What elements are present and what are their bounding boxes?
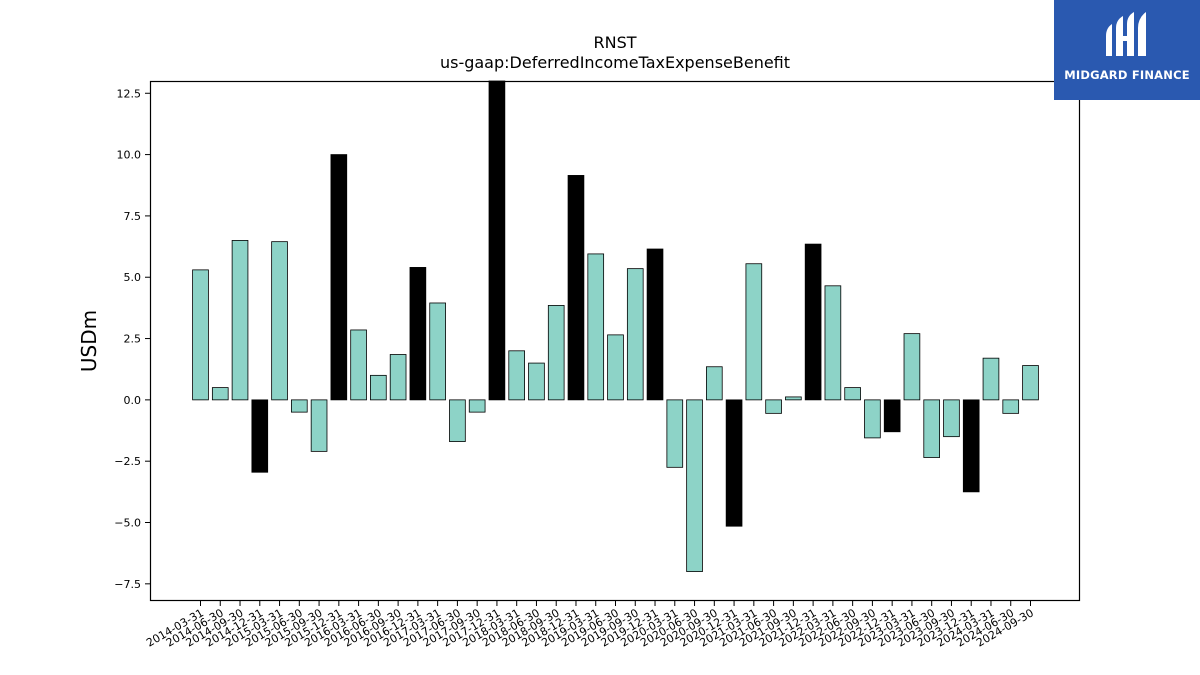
bar-2020-09-30	[706, 366, 723, 401]
bar-2017-09-30	[468, 399, 486, 413]
bar-2014-06-30	[211, 387, 229, 401]
bar-2024-09-30	[1022, 365, 1039, 401]
chart-title: RNST	[593, 33, 636, 52]
midgard-logo-icon	[1106, 12, 1146, 56]
y-tick-label: 7.5	[124, 210, 142, 223]
bar-2022-06-30	[844, 387, 861, 401]
bar-2024-03-31	[982, 357, 1000, 401]
bar-2015-09-30	[310, 399, 328, 452]
bar-2023-03-31	[903, 333, 921, 401]
y-tick-label: 2.5	[124, 333, 142, 346]
x-axis: 2014-03-312014-06-302014-09-302014-12-31…	[144, 601, 1036, 650]
y-tick-label: −7.5	[114, 578, 141, 591]
y-tick-label: 12.5	[117, 87, 142, 100]
bar-2022-03-31	[824, 285, 842, 401]
bar-2023-06-30	[923, 399, 940, 458]
bar-2015-12-31	[330, 154, 348, 401]
bar-2018-03-31	[508, 350, 526, 401]
bar-2023-09-30	[943, 399, 960, 438]
bar-2022-09-30	[864, 399, 881, 439]
y-tick-label: 0.0	[124, 394, 142, 407]
bar-2016-06-30	[370, 374, 387, 401]
bar-2018-12-31	[567, 175, 585, 401]
bar-2022-12-31	[883, 399, 901, 433]
bar-2016-03-31	[350, 329, 367, 401]
y-axis-label: USDm	[77, 310, 101, 372]
bar-2017-06-30	[449, 399, 466, 442]
bar-2016-12-31	[409, 267, 427, 401]
bar-2018-09-30	[547, 305, 565, 401]
bar-2020-03-31	[666, 399, 684, 468]
plot-frame	[149, 80, 1081, 602]
bar-2021-03-31	[745, 263, 763, 401]
bar-2017-03-31	[429, 302, 446, 401]
bar-2020-12-31	[725, 399, 743, 527]
bar-2023-12-31	[962, 399, 980, 493]
bar-2014-03-31	[192, 269, 209, 401]
bar-2019-06-30	[607, 334, 624, 401]
y-tick-label: 5.0	[124, 271, 142, 284]
y-tick-label: −2.5	[114, 455, 141, 468]
midgard-finance-logo: MIDGARD FINANCE	[1054, 0, 1200, 100]
bar-2020-06-30	[686, 399, 703, 572]
bar-2014-09-30	[231, 240, 249, 401]
chart-subtitle: us-gaap:DeferredIncomeTaxExpenseBenefit	[440, 53, 790, 72]
bar-2021-09-30	[785, 396, 802, 401]
bar-2024-06-30	[1002, 399, 1020, 414]
bar-2016-09-30	[389, 354, 407, 401]
bar-2018-06-30	[528, 362, 545, 401]
bar-2019-12-31	[646, 248, 664, 401]
bar-2017-12-31	[488, 80, 506, 401]
bar-2019-09-30	[626, 268, 644, 401]
bar-2014-12-31	[251, 399, 269, 473]
bar-2021-06-30	[765, 399, 782, 414]
y-tick-label: −5.0	[114, 517, 141, 530]
logo-text: MIDGARD FINANCE	[1064, 68, 1190, 82]
bar-2021-12-31	[804, 243, 822, 401]
bar-2019-03-31	[587, 253, 605, 401]
bar-2015-06-30	[290, 399, 308, 413]
y-tick-label: 10.0	[117, 149, 142, 162]
bar-2015-03-31	[271, 241, 288, 401]
y-axis: −7.5 −5.0 −2.5 0.0 2.5 5.0 7.5 10.0 12.5	[114, 87, 150, 591]
bars	[192, 80, 1039, 572]
